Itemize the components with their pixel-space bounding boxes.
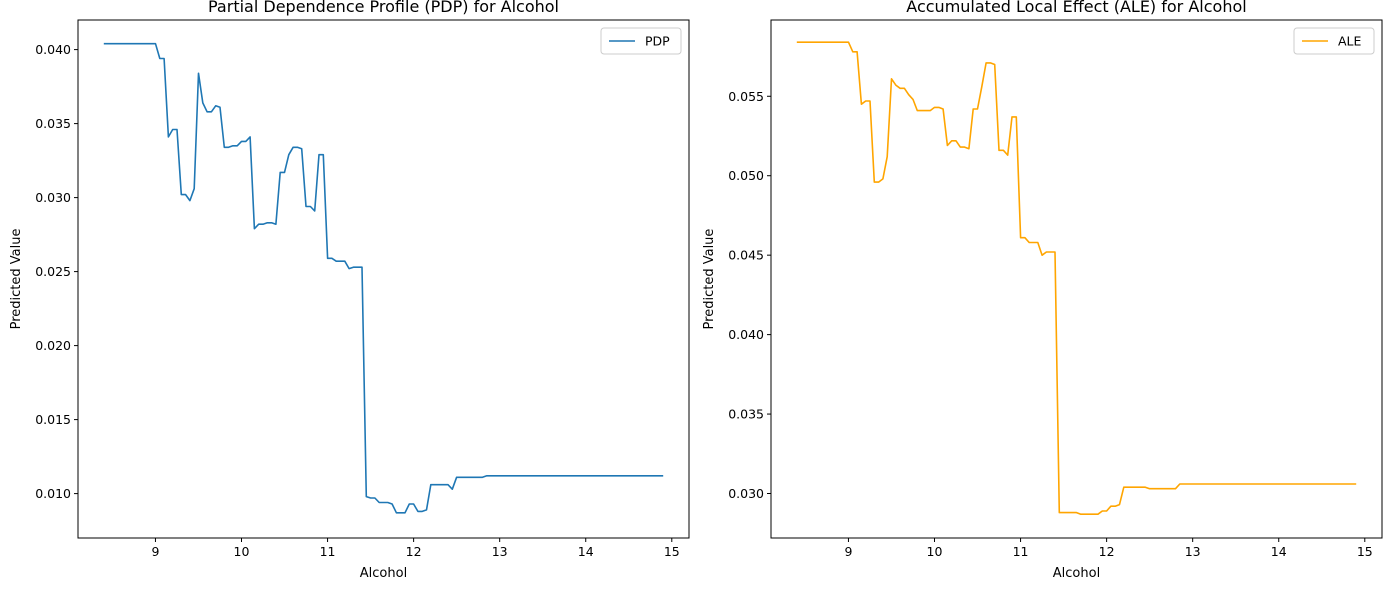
x-tick-label: 9	[151, 544, 159, 559]
legend: ALE	[1293, 27, 1375, 55]
x-tick-label: 13	[1185, 544, 1201, 559]
series-line-ale	[796, 41, 1357, 516]
y-tick-label: 0.045	[728, 248, 764, 263]
y-tick-label: 0.020	[35, 338, 71, 353]
y-tick-label: 0.035	[35, 116, 71, 131]
x-tick-label: 12	[406, 544, 422, 559]
y-tick-label: 0.040	[728, 327, 764, 342]
y-axis-label: Predicted Value	[702, 229, 717, 330]
y-tick-label: 0.040	[35, 42, 71, 57]
y-tick-label: 0.025	[35, 264, 71, 279]
legend: PDP	[600, 27, 682, 55]
legend-box	[600, 27, 682, 55]
legend-label: ALE	[1338, 34, 1362, 49]
legend-label: PDP	[645, 34, 670, 49]
y-tick-label: 0.035	[728, 407, 764, 422]
x-tick-label: 13	[492, 544, 508, 559]
y-tick-label: 0.030	[35, 190, 71, 205]
x-tick-label: 14	[1271, 544, 1287, 559]
x-tick-label: 15	[1357, 544, 1373, 559]
chart-title: Accumulated Local Effect (ALE) for Alcoh…	[906, 0, 1246, 16]
x-tick-label: 10	[234, 544, 250, 559]
y-tick-label: 0.010	[35, 486, 71, 501]
legend-box	[1293, 27, 1375, 55]
plot-frame	[77, 19, 690, 539]
x-tick-label: 11	[320, 544, 336, 559]
x-axis-label: Alcohol	[1053, 566, 1100, 581]
x-tick-label: 9	[844, 544, 852, 559]
y-tick-label: 0.055	[728, 89, 764, 104]
x-tick-label: 14	[578, 544, 594, 559]
y-tick-label: 0.030	[728, 486, 764, 501]
chart-title: Partial Dependence Profile (PDP) for Alc…	[208, 0, 559, 16]
x-axis-label: Alcohol	[360, 566, 407, 581]
series-line-pdp	[103, 42, 664, 514]
x-tick-label: 11	[1013, 544, 1029, 559]
x-tick-label: 15	[664, 544, 680, 559]
x-tick-label: 12	[1099, 544, 1115, 559]
chart-2: Accumulated Local Effect (ALE) for Alcoh…	[702, 0, 1383, 581]
chart-1: Partial Dependence Profile (PDP) for Alc…	[9, 0, 690, 581]
y-tick-label: 0.050	[728, 168, 764, 183]
x-tick-label: 10	[927, 544, 943, 559]
plot-frame	[770, 19, 1383, 539]
y-axis-label: Predicted Value	[9, 229, 24, 330]
y-tick-label: 0.015	[35, 412, 71, 427]
